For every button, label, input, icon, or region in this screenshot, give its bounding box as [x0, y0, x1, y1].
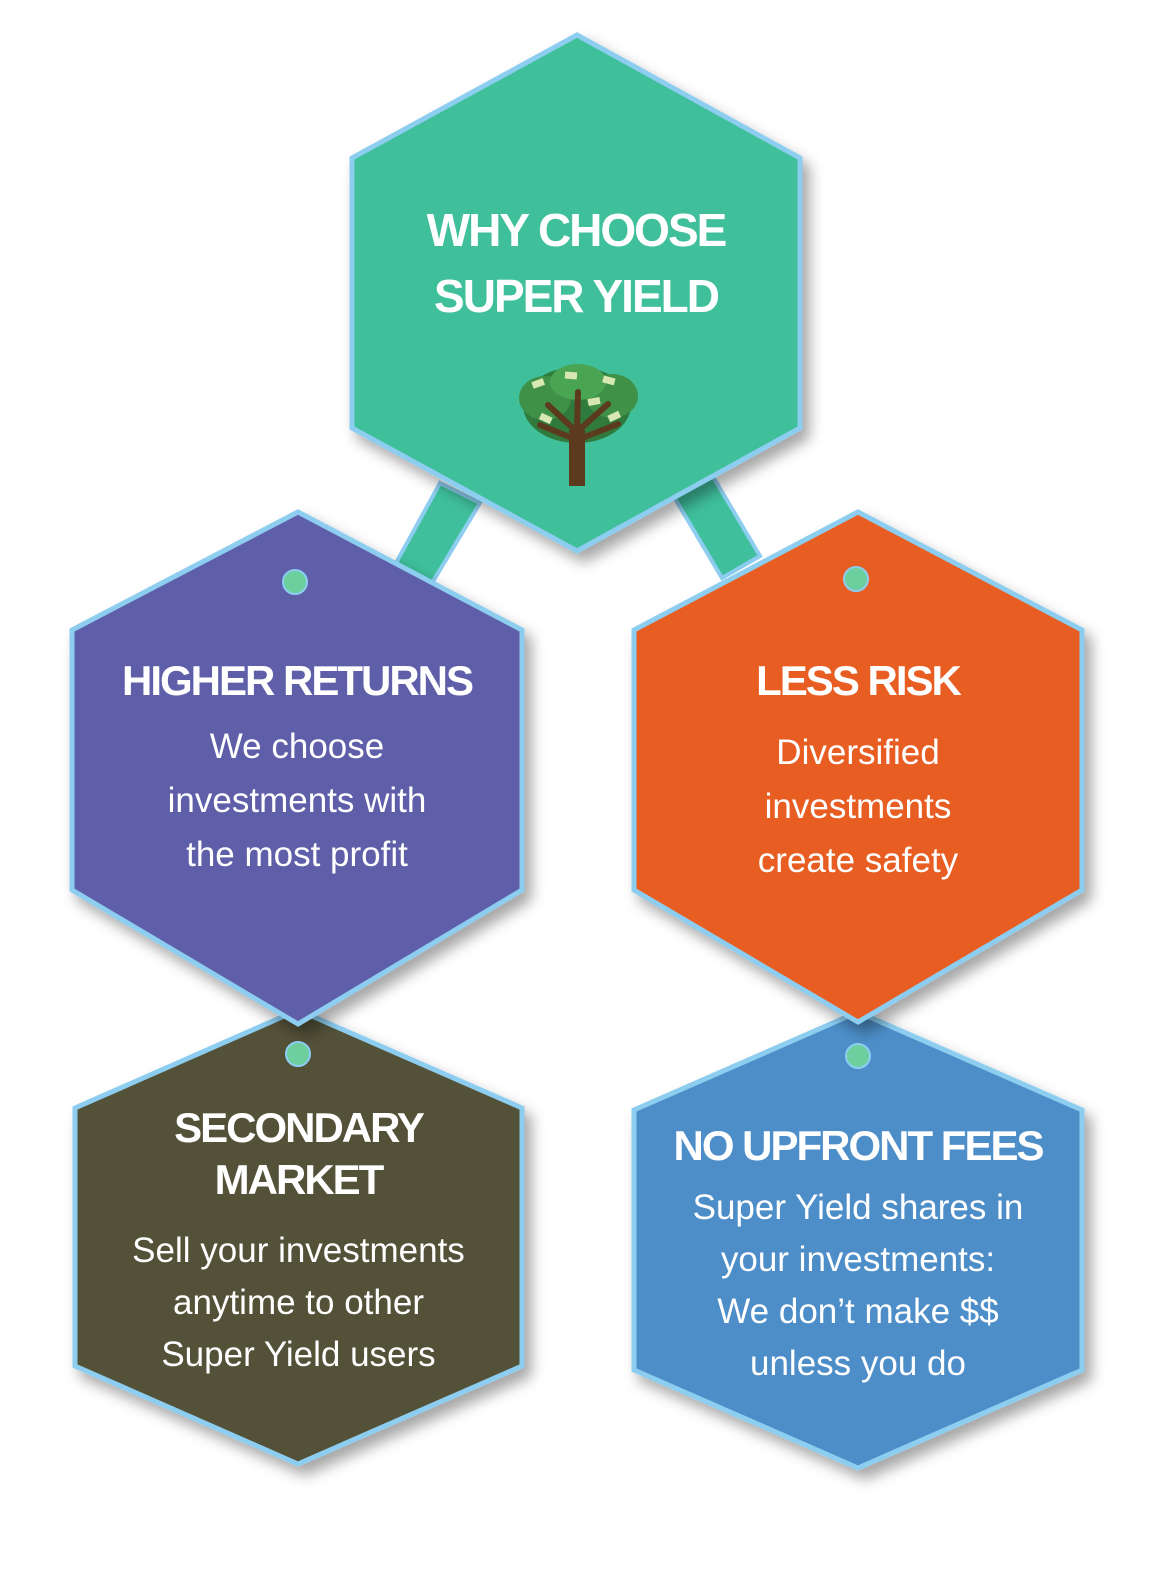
no-upfront-fees-heading: NO UPFRONT FEES: [673, 1122, 1044, 1169]
higher-returns-body-line-2: investments with: [167, 781, 427, 820]
no-upfront-fees-body: Super Yield shares in your investments: …: [634, 1182, 1082, 1390]
higher-returns-hexagon: [69, 509, 525, 1027]
higher-returns-pin: [282, 569, 308, 595]
no-upfront-fees-body-line-2: your investments:: [720, 1240, 996, 1279]
secondary-market-heading-line-2: MARKET: [214, 1156, 385, 1203]
center-hexagon: [349, 32, 803, 554]
higher-returns-heading: HIGHER RETURNS: [121, 657, 474, 704]
money-bill-3: [564, 371, 578, 380]
money-bill-1: [531, 378, 546, 389]
money-tree-icon: [519, 364, 638, 486]
higher-returns-body-line-1: We choose: [209, 727, 385, 766]
center-title: WHY CHOOSE SUPER YIELD: [352, 197, 800, 329]
secondary-market-heading: SECONDARY MARKET: [75, 1102, 522, 1206]
less-risk-body: Diversified investments create safety: [634, 726, 1082, 888]
higher-returns-body: We choose investments with the most prof…: [72, 720, 522, 882]
money-bill-2: [602, 375, 616, 386]
secondary-market-body: Sell your investments anytime to other S…: [75, 1225, 522, 1381]
secondary-market-heading-line-1: SECONDARY: [174, 1104, 425, 1151]
center-title-line-1: WHY CHOOSE: [426, 204, 728, 256]
money-bill-6: [587, 397, 601, 406]
tree-trunk: [569, 430, 585, 486]
no-upfront-fees-hexagon: [631, 1009, 1085, 1471]
no-upfront-fees-body-line-3: We don’t make $$: [717, 1292, 999, 1331]
center-title-line-2: SUPER YIELD: [434, 270, 720, 322]
higher-returns-body-line-3: the most profit: [186, 835, 408, 874]
less-risk-hexagon: [631, 509, 1085, 1025]
secondary-market-body-line-1: Sell your investments: [132, 1231, 465, 1270]
less-risk-body-line-3: create safety: [757, 841, 959, 880]
less-risk-body-line-2: investments: [764, 787, 952, 826]
money-bill-5: [607, 410, 622, 423]
money-bill-4: [538, 412, 553, 425]
tree-canopy-top: [550, 364, 606, 400]
secondary-market-pin: [285, 1041, 311, 1067]
no-upfront-fees-body-line-1: Super Yield shares in: [692, 1188, 1024, 1227]
less-risk-heading: LESS RISK: [756, 657, 962, 704]
secondary-market-hexagon: [72, 1007, 525, 1467]
no-upfront-fees-body-line-4: unless you do: [750, 1344, 966, 1383]
secondary-market-body-line-2: anytime to other: [173, 1283, 424, 1322]
less-risk-body-line-1: Diversified: [776, 733, 940, 772]
less-risk-pin: [843, 566, 869, 592]
no-upfront-fees-pin: [845, 1043, 871, 1069]
secondary-market-body-line-3: Super Yield users: [161, 1335, 436, 1374]
